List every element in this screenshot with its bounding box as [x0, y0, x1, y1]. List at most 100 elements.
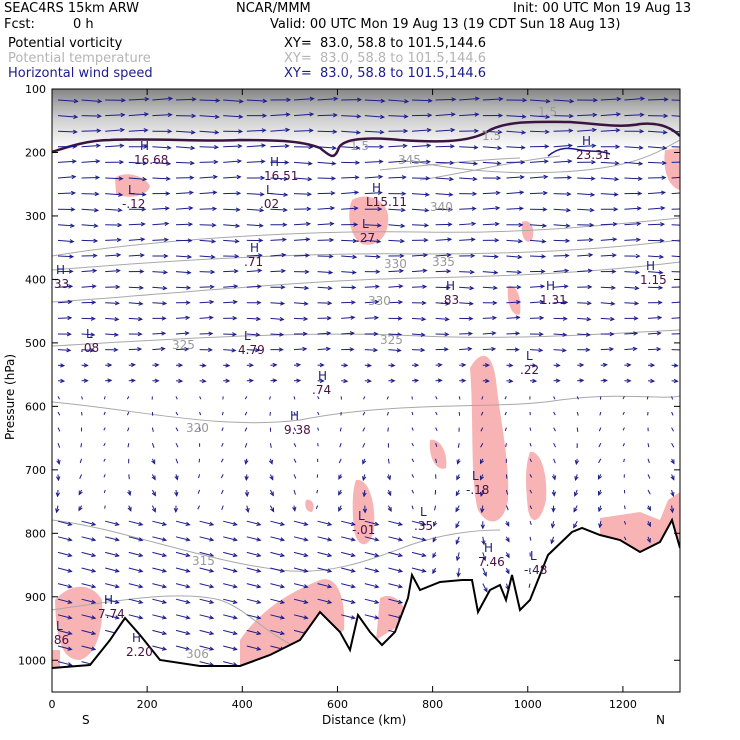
- wind-vector-shaft: [553, 224, 570, 227]
- wind-vector-shaft: [506, 176, 524, 179]
- wind-vector-head: [566, 191, 572, 197]
- wind-vector-shaft: [529, 130, 549, 133]
- wind-vector-shaft: [152, 161, 171, 165]
- wind-vector-shaft: [364, 520, 379, 526]
- wind-vector-shaft: [341, 176, 359, 179]
- wind-vector-head: [351, 285, 357, 290]
- model-name: SEAC4RS 15km ARW: [4, 1, 140, 16]
- wind-vector-shaft: [199, 598, 214, 604]
- wind-vector-head: [280, 301, 286, 306]
- wind-vector-shaft: [246, 333, 260, 336]
- wind-vector-head: [56, 476, 61, 482]
- extrema-kind: H: [484, 541, 493, 555]
- wind-vector-head: [232, 315, 238, 321]
- wind-vector-head: [212, 190, 218, 195]
- wind-vector-shaft: [317, 427, 320, 431]
- wind-vector-head: [484, 362, 490, 368]
- wind-vector-head: [374, 299, 380, 305]
- wind-vector-head: [400, 223, 406, 228]
- wind-vector-shaft: [79, 458, 83, 464]
- wind-vector-shaft: [624, 223, 641, 226]
- wind-vector-head: [67, 630, 73, 636]
- wind-vector-head: [532, 378, 538, 384]
- wind-vector-head: [73, 114, 79, 120]
- wind-vector-head: [212, 206, 218, 211]
- wind-vector-shaft: [577, 239, 593, 241]
- y-tick-label: 800: [25, 527, 46, 540]
- wind-vector-shaft: [317, 551, 332, 557]
- wind-vector-head: [494, 221, 500, 227]
- wind-vector-head: [259, 208, 265, 213]
- wind-vector-shaft: [317, 583, 332, 588]
- wind-vector-head: [399, 253, 405, 259]
- wind-vector-shaft: [480, 411, 484, 416]
- wind-vector-head: [470, 253, 476, 258]
- legend-pv-name: Potential vorticity: [8, 36, 123, 51]
- wind-vector-head: [574, 460, 580, 466]
- wind-vector-shaft: [81, 536, 96, 541]
- extrema-kind: L: [472, 469, 479, 483]
- wind-vector-shaft: [199, 629, 214, 635]
- wind-vector-head: [567, 143, 573, 148]
- wind-vector-head: [354, 190, 360, 195]
- wind-vector-head: [332, 112, 338, 118]
- wind-vector-head: [168, 96, 174, 101]
- wind-vector-head: [473, 161, 479, 166]
- wind-vector-shaft: [459, 238, 475, 241]
- wind-vector-head: [151, 507, 156, 513]
- wind-vector-head: [427, 98, 433, 103]
- wind-vector-shaft: [317, 223, 334, 226]
- wind-vector-shaft: [103, 411, 106, 415]
- theta-contours: [52, 139, 680, 653]
- wind-vector-shaft: [317, 443, 319, 447]
- wind-vector-head: [567, 175, 573, 180]
- wind-vector-head: [163, 253, 169, 259]
- wind-vector-head: [201, 363, 207, 368]
- wind-vector-head: [161, 537, 168, 542]
- wind-vector-head: [185, 315, 191, 320]
- wind-vector-head: [521, 114, 527, 119]
- extrema-value: .08: [80, 341, 99, 355]
- wind-vector-shaft: [199, 208, 217, 210]
- extrema-value: 7.46: [478, 555, 505, 569]
- wind-vector-shaft: [270, 567, 285, 572]
- wind-vector-shaft: [647, 317, 662, 319]
- wind-vector-head: [212, 174, 219, 180]
- wind-vector-head: [497, 129, 503, 135]
- wind-vector-shaft: [341, 536, 355, 541]
- wind-vector-shaft: [293, 98, 314, 101]
- extrema-value: 16.51: [264, 169, 298, 183]
- wind-vector-head: [190, 130, 196, 135]
- wind-vector-shaft: [577, 302, 591, 304]
- wind-vector-shaft: [529, 474, 533, 478]
- wind-vector-head: [437, 362, 443, 368]
- wind-vector-shaft: [127, 427, 130, 432]
- wind-vector-shaft: [317, 536, 332, 541]
- wind-vector-head: [91, 615, 97, 620]
- wind-vector-shaft: [506, 271, 521, 273]
- wind-vector-shaft: [434, 505, 437, 511]
- wind-vector-shaft: [576, 427, 579, 432]
- wind-vector-head: [505, 553, 510, 559]
- wind-vector-head: [164, 221, 170, 226]
- wind-vector-head: [191, 113, 197, 119]
- wind-vector-head: [187, 238, 193, 243]
- wind-vector-shaft: [482, 192, 500, 195]
- wind-vector-head: [390, 378, 396, 383]
- wind-vector-shaft: [506, 332, 520, 335]
- wind-vector-head: [151, 475, 156, 481]
- wind-vector-shaft: [553, 130, 573, 132]
- wind-vector-head: [555, 363, 561, 368]
- legend-theta-xy: XY= 83.0, 58.8 to 101.5,144.6: [284, 51, 487, 66]
- wind-vector-head: [174, 475, 179, 481]
- wind-vector-shaft: [317, 146, 336, 149]
- wind-vector-shaft: [504, 427, 507, 432]
- extrema-kind: H: [104, 593, 113, 607]
- wind-vector-head: [208, 331, 214, 336]
- wind-vector-shaft: [103, 474, 106, 478]
- extrema-kind: L: [128, 183, 135, 197]
- wind-vector-shaft: [128, 129, 148, 132]
- wind-vector-shaft: [81, 396, 83, 400]
- wind-vector-shaft: [364, 255, 380, 258]
- wind-vector-shaft: [341, 191, 359, 195]
